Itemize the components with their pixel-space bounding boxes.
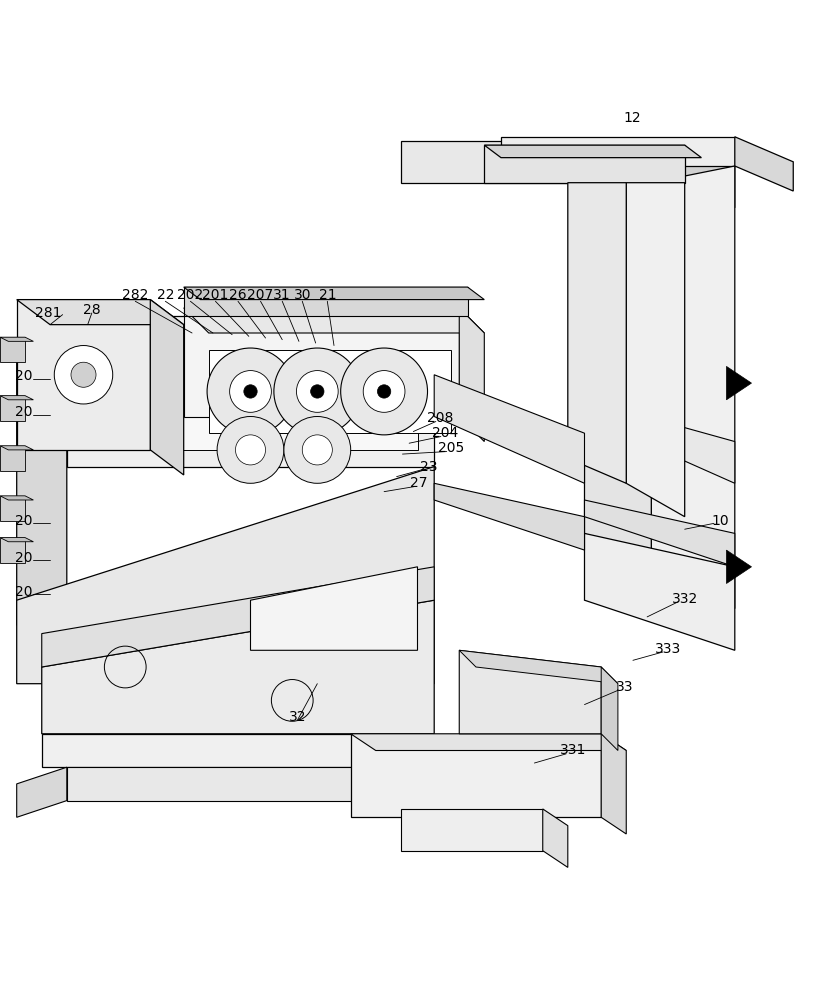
Polygon shape	[584, 183, 651, 567]
Circle shape	[244, 385, 257, 398]
Polygon shape	[351, 734, 601, 817]
Circle shape	[302, 435, 332, 465]
Polygon shape	[17, 300, 184, 325]
Polygon shape	[0, 538, 33, 542]
Polygon shape	[250, 567, 418, 650]
Text: 202: 202	[177, 288, 204, 302]
Polygon shape	[42, 600, 434, 734]
Polygon shape	[150, 300, 184, 475]
Circle shape	[71, 362, 96, 387]
Text: 26: 26	[229, 288, 247, 302]
Circle shape	[54, 346, 113, 404]
Polygon shape	[209, 350, 451, 433]
Polygon shape	[459, 650, 618, 684]
Polygon shape	[67, 316, 434, 467]
Circle shape	[207, 348, 294, 435]
Polygon shape	[584, 400, 735, 483]
Polygon shape	[735, 137, 793, 191]
Polygon shape	[42, 567, 434, 667]
Text: 21: 21	[318, 288, 337, 302]
Polygon shape	[726, 366, 752, 400]
Text: 33: 33	[616, 680, 633, 694]
Polygon shape	[17, 767, 67, 817]
Polygon shape	[484, 145, 685, 183]
Polygon shape	[0, 538, 25, 563]
Polygon shape	[434, 483, 584, 550]
Text: 333: 333	[655, 642, 681, 656]
Polygon shape	[17, 300, 150, 450]
Polygon shape	[0, 337, 25, 362]
Text: 20: 20	[15, 551, 32, 565]
Polygon shape	[0, 496, 25, 521]
Circle shape	[230, 371, 271, 412]
Polygon shape	[84, 333, 418, 450]
Polygon shape	[685, 141, 735, 208]
Text: 20: 20	[15, 405, 32, 419]
Polygon shape	[0, 496, 33, 500]
Polygon shape	[584, 533, 735, 650]
Polygon shape	[67, 767, 401, 801]
Text: 27: 27	[411, 476, 428, 490]
Polygon shape	[626, 183, 685, 517]
Polygon shape	[601, 667, 618, 750]
Polygon shape	[651, 166, 735, 609]
Polygon shape	[184, 308, 484, 333]
Text: 281: 281	[35, 306, 62, 320]
Polygon shape	[0, 396, 25, 421]
Polygon shape	[401, 141, 685, 183]
Polygon shape	[459, 308, 484, 442]
Circle shape	[217, 416, 284, 483]
Polygon shape	[0, 446, 25, 471]
Text: 12: 12	[623, 111, 641, 125]
Circle shape	[284, 416, 351, 483]
Polygon shape	[0, 396, 33, 400]
Polygon shape	[184, 287, 484, 300]
Polygon shape	[459, 650, 601, 734]
Polygon shape	[17, 467, 434, 684]
Polygon shape	[17, 316, 67, 625]
Polygon shape	[584, 500, 735, 567]
Polygon shape	[501, 137, 735, 166]
Text: 205: 205	[438, 441, 464, 455]
Polygon shape	[434, 375, 584, 483]
Text: 20: 20	[15, 369, 32, 383]
Text: 332: 332	[671, 592, 698, 606]
Polygon shape	[184, 308, 459, 416]
Text: 28: 28	[83, 303, 101, 317]
Text: 22: 22	[157, 288, 174, 302]
Text: 20: 20	[15, 585, 32, 599]
Circle shape	[235, 435, 266, 465]
Text: 32: 32	[289, 710, 306, 724]
Text: 331: 331	[559, 744, 586, 758]
Text: 31: 31	[273, 288, 291, 302]
Polygon shape	[568, 183, 626, 483]
Text: 20: 20	[15, 514, 32, 528]
Polygon shape	[184, 287, 468, 316]
Polygon shape	[543, 809, 568, 867]
Circle shape	[377, 385, 391, 398]
Polygon shape	[726, 550, 752, 584]
Circle shape	[341, 348, 428, 435]
Text: 208: 208	[427, 411, 453, 425]
Text: 10: 10	[711, 514, 729, 528]
Circle shape	[296, 371, 338, 412]
Text: 204: 204	[432, 426, 458, 440]
Text: 23: 23	[421, 460, 438, 474]
Polygon shape	[401, 809, 543, 851]
Circle shape	[363, 371, 405, 412]
Circle shape	[274, 348, 361, 435]
Polygon shape	[601, 734, 626, 834]
Polygon shape	[484, 145, 701, 158]
Polygon shape	[0, 446, 33, 450]
Polygon shape	[0, 337, 33, 341]
Text: 201: 201	[202, 288, 229, 302]
Polygon shape	[42, 734, 434, 767]
Polygon shape	[351, 734, 626, 750]
Text: 282: 282	[122, 288, 149, 302]
Text: 30: 30	[294, 288, 311, 302]
Circle shape	[311, 385, 324, 398]
Text: 207: 207	[247, 288, 274, 302]
